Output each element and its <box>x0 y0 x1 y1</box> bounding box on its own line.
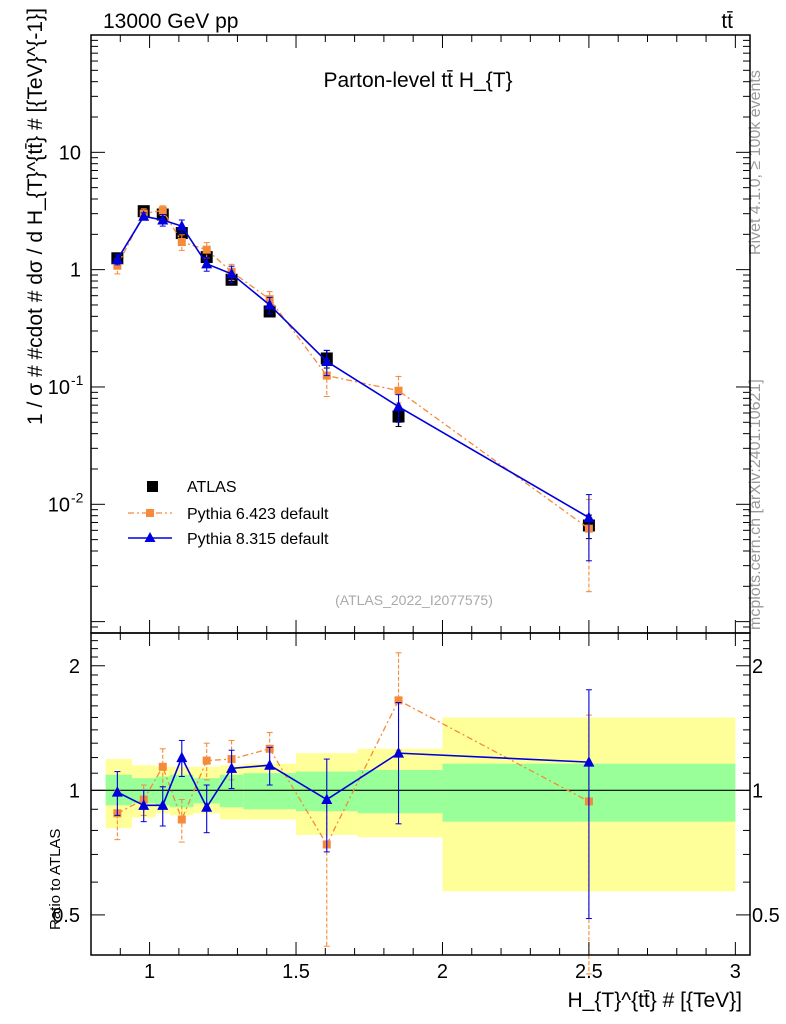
py6-point <box>177 238 186 247</box>
x-tick-label: 1 <box>144 961 155 983</box>
ratio-py8-point <box>321 793 333 805</box>
py8-point <box>157 213 169 225</box>
ratio-y-tick-label: 0.5 <box>52 905 80 927</box>
legend-marker-atlas <box>147 481 158 492</box>
py8-point <box>226 267 238 279</box>
x-tick-label: 2 <box>437 961 448 983</box>
band-inner <box>170 774 194 808</box>
band-inner <box>357 769 443 814</box>
ratio-py8-line <box>117 752 589 809</box>
y-tick-label: 10 <box>48 494 70 516</box>
y-tick-label: 1 <box>70 260 81 282</box>
band-inner <box>219 774 244 808</box>
ratio-py6-line <box>117 699 590 846</box>
ratio-py6-point <box>202 756 211 765</box>
y-tick-exponent: -1 <box>71 372 84 388</box>
rivet-note: Rivet 4.1.0, ≥ 100k events <box>747 70 764 255</box>
ratio-axis-title: Ratio to ATLAS <box>47 829 64 930</box>
ratio-py6-point <box>177 815 186 824</box>
py8-point <box>264 298 276 310</box>
py8-point <box>176 220 188 231</box>
site-note: mcplots.cern.ch [arXiv:2401.10621] <box>747 379 764 630</box>
beam-label: 13000 GeV pp <box>103 10 238 33</box>
ratio-plot-area <box>91 652 750 975</box>
y-tick-label: 10 <box>48 377 70 399</box>
x-tick-label: 1.5 <box>282 961 310 983</box>
legend-marker-py6 <box>146 509 154 517</box>
py6-point <box>202 245 211 254</box>
ratio-uncertainty-bands <box>105 717 736 892</box>
ratio-y-tick-label-right: 2 <box>752 656 763 678</box>
x-tick-label: 3 <box>730 961 741 983</box>
ratio-py8-point <box>176 751 188 763</box>
ratio-y-tick-label-right: 0.5 <box>752 905 780 927</box>
process-label: tt̄ <box>721 10 733 33</box>
ratio-frame <box>90 632 751 956</box>
py8-line <box>116 215 590 519</box>
ratio-py8-point <box>583 756 595 767</box>
ratio-py8-point <box>111 786 123 797</box>
ratio-py8-point <box>226 762 238 773</box>
py8-point <box>583 511 595 523</box>
legend-marker-py8 <box>144 532 156 542</box>
legend-label-py8: Pythia 8.315 default <box>187 531 329 548</box>
legend-label-atlas: ATLAS <box>187 479 237 496</box>
py8-point <box>393 400 405 412</box>
main-plot-area <box>111 205 595 593</box>
ratio-py8-point <box>138 799 150 810</box>
y-tick-label: 10 <box>59 142 81 164</box>
y-axis-title: 1 / σ # #cdot # dσ / d H_{T}^{tt̄} # [{T… <box>24 8 47 425</box>
ratio-y-tick-label: 1 <box>69 780 80 802</box>
ratio-py6-point <box>394 696 403 705</box>
ratio-py8-point <box>264 759 276 770</box>
ratio-y-tick-label-right: 1 <box>752 780 763 802</box>
x-tick-label: 2.5 <box>575 961 603 983</box>
analysis-id: (ATLAS_2022_I2077575) <box>335 592 493 608</box>
py8-point <box>111 253 123 265</box>
y-tick-exponent: -2 <box>71 489 84 505</box>
ratio-py8-point <box>157 799 169 810</box>
x-axis-title: H_{T}^{tt̄} # [{TeV}] <box>568 989 742 1012</box>
py8-point <box>321 355 333 366</box>
legend: ATLAS Pythia 6.423 default Pythia 8.315 … <box>128 479 329 548</box>
py8-point <box>138 210 150 221</box>
ratio-py6-point <box>158 762 167 771</box>
py6-point <box>113 261 122 270</box>
plot-title: Parton-level tt̄ H_{T} <box>323 69 512 92</box>
py6-point <box>394 386 403 395</box>
ratio-py8-point <box>201 801 213 812</box>
ratio-py8-point <box>393 747 405 758</box>
legend-label-py6: Pythia 6.423 default <box>187 506 329 523</box>
py6-point <box>158 206 167 215</box>
ratio-y-tick-label: 2 <box>69 656 80 678</box>
py8-point <box>201 257 213 269</box>
